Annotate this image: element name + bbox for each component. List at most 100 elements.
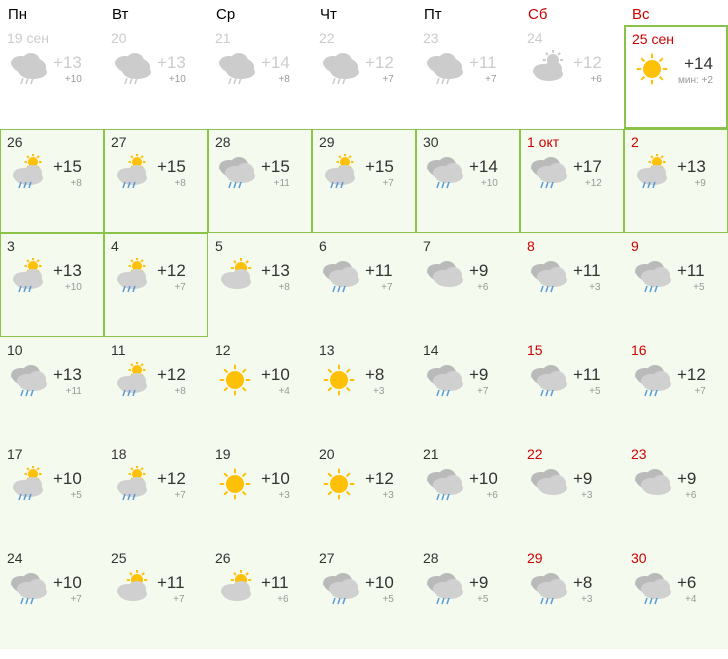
temp-high: +11 (573, 261, 601, 281)
day-cell[interactable]: 1 окт +17 +12 (520, 129, 624, 233)
day-cell[interactable]: 2 +13 +9 (624, 129, 728, 233)
temp-high: +6 (677, 573, 696, 593)
weather-icon (7, 50, 49, 88)
temp-high: +12 (157, 365, 186, 385)
temp-low: +7 (694, 386, 705, 397)
weather-icon (632, 51, 674, 89)
date-label: 17 (7, 446, 97, 462)
temp-high: +9 (677, 469, 696, 489)
day-cell[interactable]: 17 +10 +5 (0, 441, 104, 545)
day-cell[interactable]: 10 +13 +11 (0, 337, 104, 441)
weather-icon (423, 570, 465, 608)
temp-high: +15 (365, 157, 394, 177)
day-cell[interactable]: 21 +10 +6 (416, 441, 520, 545)
day-cell[interactable]: 22 +12 +7 (312, 25, 416, 129)
weather-icon (7, 154, 49, 192)
day-cell[interactable]: 24 +12 +6 (520, 25, 624, 129)
day-cell[interactable]: 16 +12 +7 (624, 337, 728, 441)
day-cell[interactable]: 23 +11 +7 (416, 25, 520, 129)
day-cell[interactable]: 4 +12 +7 (104, 233, 208, 337)
date-label: 27 (319, 550, 409, 566)
date-label: 28 (215, 134, 305, 150)
temp-low: +8 (70, 178, 81, 189)
temp-low: +5 (589, 386, 600, 397)
temp-high: +15 (261, 157, 290, 177)
temp-low: +8 (174, 386, 185, 397)
day-cell[interactable]: 18 +12 +7 (104, 441, 208, 545)
date-label: 14 (423, 342, 513, 358)
date-label: 27 (111, 134, 201, 150)
day-cell[interactable]: 13 +8 +3 (312, 337, 416, 441)
temp-low: +7 (174, 282, 185, 293)
day-cell[interactable]: 11 +12 +8 (104, 337, 208, 441)
temp-low: +3 (373, 386, 384, 397)
temp-high: +11 (261, 573, 289, 593)
temp-high: +13 (53, 53, 82, 73)
weather-icon (527, 258, 569, 296)
temp-low: +11 (274, 178, 290, 189)
day-cell[interactable]: 29 +15 +7 (312, 129, 416, 233)
temp-low: +11 (66, 386, 82, 397)
date-label: 15 (527, 342, 617, 358)
day-cell[interactable]: 7 +9 +6 (416, 233, 520, 337)
day-cell[interactable]: 28 +9 +5 (416, 545, 520, 649)
temp-high: +12 (365, 53, 394, 73)
day-cell[interactable]: 27 +10 +5 (312, 545, 416, 649)
day-cell[interactable]: 23 +9 +6 (624, 441, 728, 545)
weather-icon (111, 466, 153, 504)
date-label: 30 (423, 134, 513, 150)
weather-icon (527, 50, 569, 88)
temp-low: +4 (278, 386, 289, 397)
weather-icon (7, 466, 49, 504)
day-cell[interactable]: 19 сен +13 +10 (0, 25, 104, 129)
day-cell[interactable]: 9 +11 +5 (624, 233, 728, 337)
day-cell[interactable]: 8 +11 +3 (520, 233, 624, 337)
temp-low: +7 (382, 74, 393, 85)
temp-high: +14 (261, 53, 290, 73)
temp-high: +9 (469, 573, 488, 593)
temp-high: +10 (261, 469, 290, 489)
date-label: 12 (215, 342, 305, 358)
weather-icon (215, 466, 257, 504)
day-cell[interactable]: 12 +10 +4 (208, 337, 312, 441)
date-label: 25 сен (632, 31, 720, 47)
temp-low: +10 (65, 74, 82, 85)
temp-low: +10 (169, 74, 186, 85)
temp-low: +12 (585, 178, 602, 189)
day-cell[interactable]: 24 +10 +7 (0, 545, 104, 649)
day-cell[interactable]: 21 +14 +8 (208, 25, 312, 129)
date-label: 22 (319, 30, 409, 46)
weather-icon (631, 362, 673, 400)
date-label: 21 (423, 446, 513, 462)
day-cell[interactable]: 26 +11 +6 (208, 545, 312, 649)
date-label: 23 (631, 446, 721, 462)
day-cell[interactable]: 25 +11 +7 (104, 545, 208, 649)
date-label: 3 (7, 238, 97, 254)
day-cell[interactable]: 30 +6 +4 (624, 545, 728, 649)
day-cell[interactable]: 3 +13 +10 (0, 233, 104, 337)
day-cell[interactable]: 15 +11 +5 (520, 337, 624, 441)
day-cell[interactable]: 6 +11 +7 (312, 233, 416, 337)
day-cell[interactable]: 26 +15 +8 (0, 129, 104, 233)
day-cell[interactable]: 30 +14 +10 (416, 129, 520, 233)
date-label: 24 (527, 30, 617, 46)
day-cell[interactable]: 19 +10 +3 (208, 441, 312, 545)
day-cell[interactable]: 25 сен +14 мин: +2 (624, 25, 728, 129)
day-cell[interactable]: 20 +13 +10 (104, 25, 208, 129)
temp-high: +10 (53, 573, 82, 593)
day-cell[interactable]: 14 +9 +7 (416, 337, 520, 441)
temp-low: +5 (382, 594, 393, 605)
date-label: 1 окт (527, 134, 617, 150)
day-cell[interactable]: 20 +12 +3 (312, 441, 416, 545)
temp-low: +6 (477, 282, 488, 293)
day-cell[interactable]: 28 +15 +11 (208, 129, 312, 233)
day-cell[interactable]: 27 +15 +8 (104, 129, 208, 233)
temp-high: +12 (157, 469, 186, 489)
weather-icon (631, 466, 673, 504)
day-cell[interactable]: 22 +9 +3 (520, 441, 624, 545)
day-cell[interactable]: 29 +8 +3 (520, 545, 624, 649)
temp-high: +12 (573, 53, 602, 73)
temp-high: +9 (573, 469, 592, 489)
temp-low: +3 (581, 594, 592, 605)
day-cell[interactable]: 5 +13 +8 (208, 233, 312, 337)
